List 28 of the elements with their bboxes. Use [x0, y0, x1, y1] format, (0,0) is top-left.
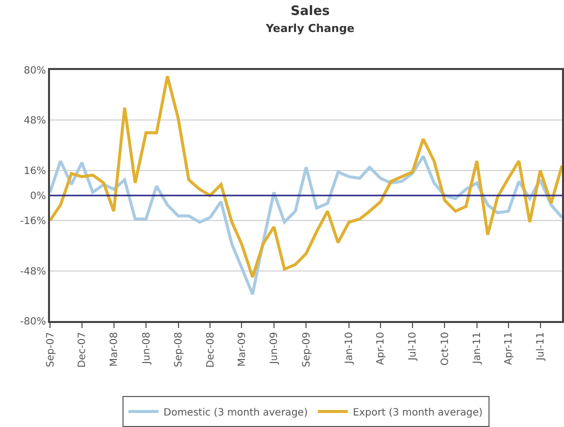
x-tick-label: Jan-10: [344, 332, 356, 365]
x-tick-label: Oct-10: [440, 332, 451, 366]
x-tick-label: Jul-10: [408, 332, 419, 362]
chart-title: Sales: [290, 4, 330, 19]
x-tick-label: Sep-09: [301, 332, 312, 368]
chart-subtitle: Yearly Change: [264, 22, 354, 35]
x-tick-label: Apr-11: [504, 332, 515, 365]
y-tick-label: 16%: [24, 166, 46, 177]
x-tick-label: Jul-11: [536, 332, 547, 362]
x-tick-label: Jan-11: [472, 332, 484, 365]
x-tick-label: Dec-08: [205, 332, 216, 368]
y-tick-label: 80%: [24, 66, 46, 76]
x-tick-label: Mar-09: [236, 332, 248, 367]
x-tick-label: Jun-09: [269, 332, 280, 365]
x-tick-label: Sep-08: [174, 332, 185, 368]
x-tick-label: Dec-07: [77, 332, 88, 368]
y-tick-label: 0%: [30, 191, 46, 202]
legend-label: Domestic (3 month average): [164, 407, 308, 418]
legend-label: Export (3 month average): [352, 407, 483, 418]
y-tick-label: -80%: [20, 316, 46, 328]
x-tick-label: Jun-08: [141, 332, 152, 365]
x-tick-label: Mar-08: [109, 332, 120, 367]
x-tick-label: Apr-10: [376, 332, 387, 365]
x-tick-label: Sep-07: [45, 332, 56, 368]
y-tick-label: -16%: [20, 216, 46, 228]
line-series: [50, 74, 562, 279]
y-tick-label: -48%: [20, 266, 46, 278]
y-tick-label: 48%: [24, 116, 46, 127]
